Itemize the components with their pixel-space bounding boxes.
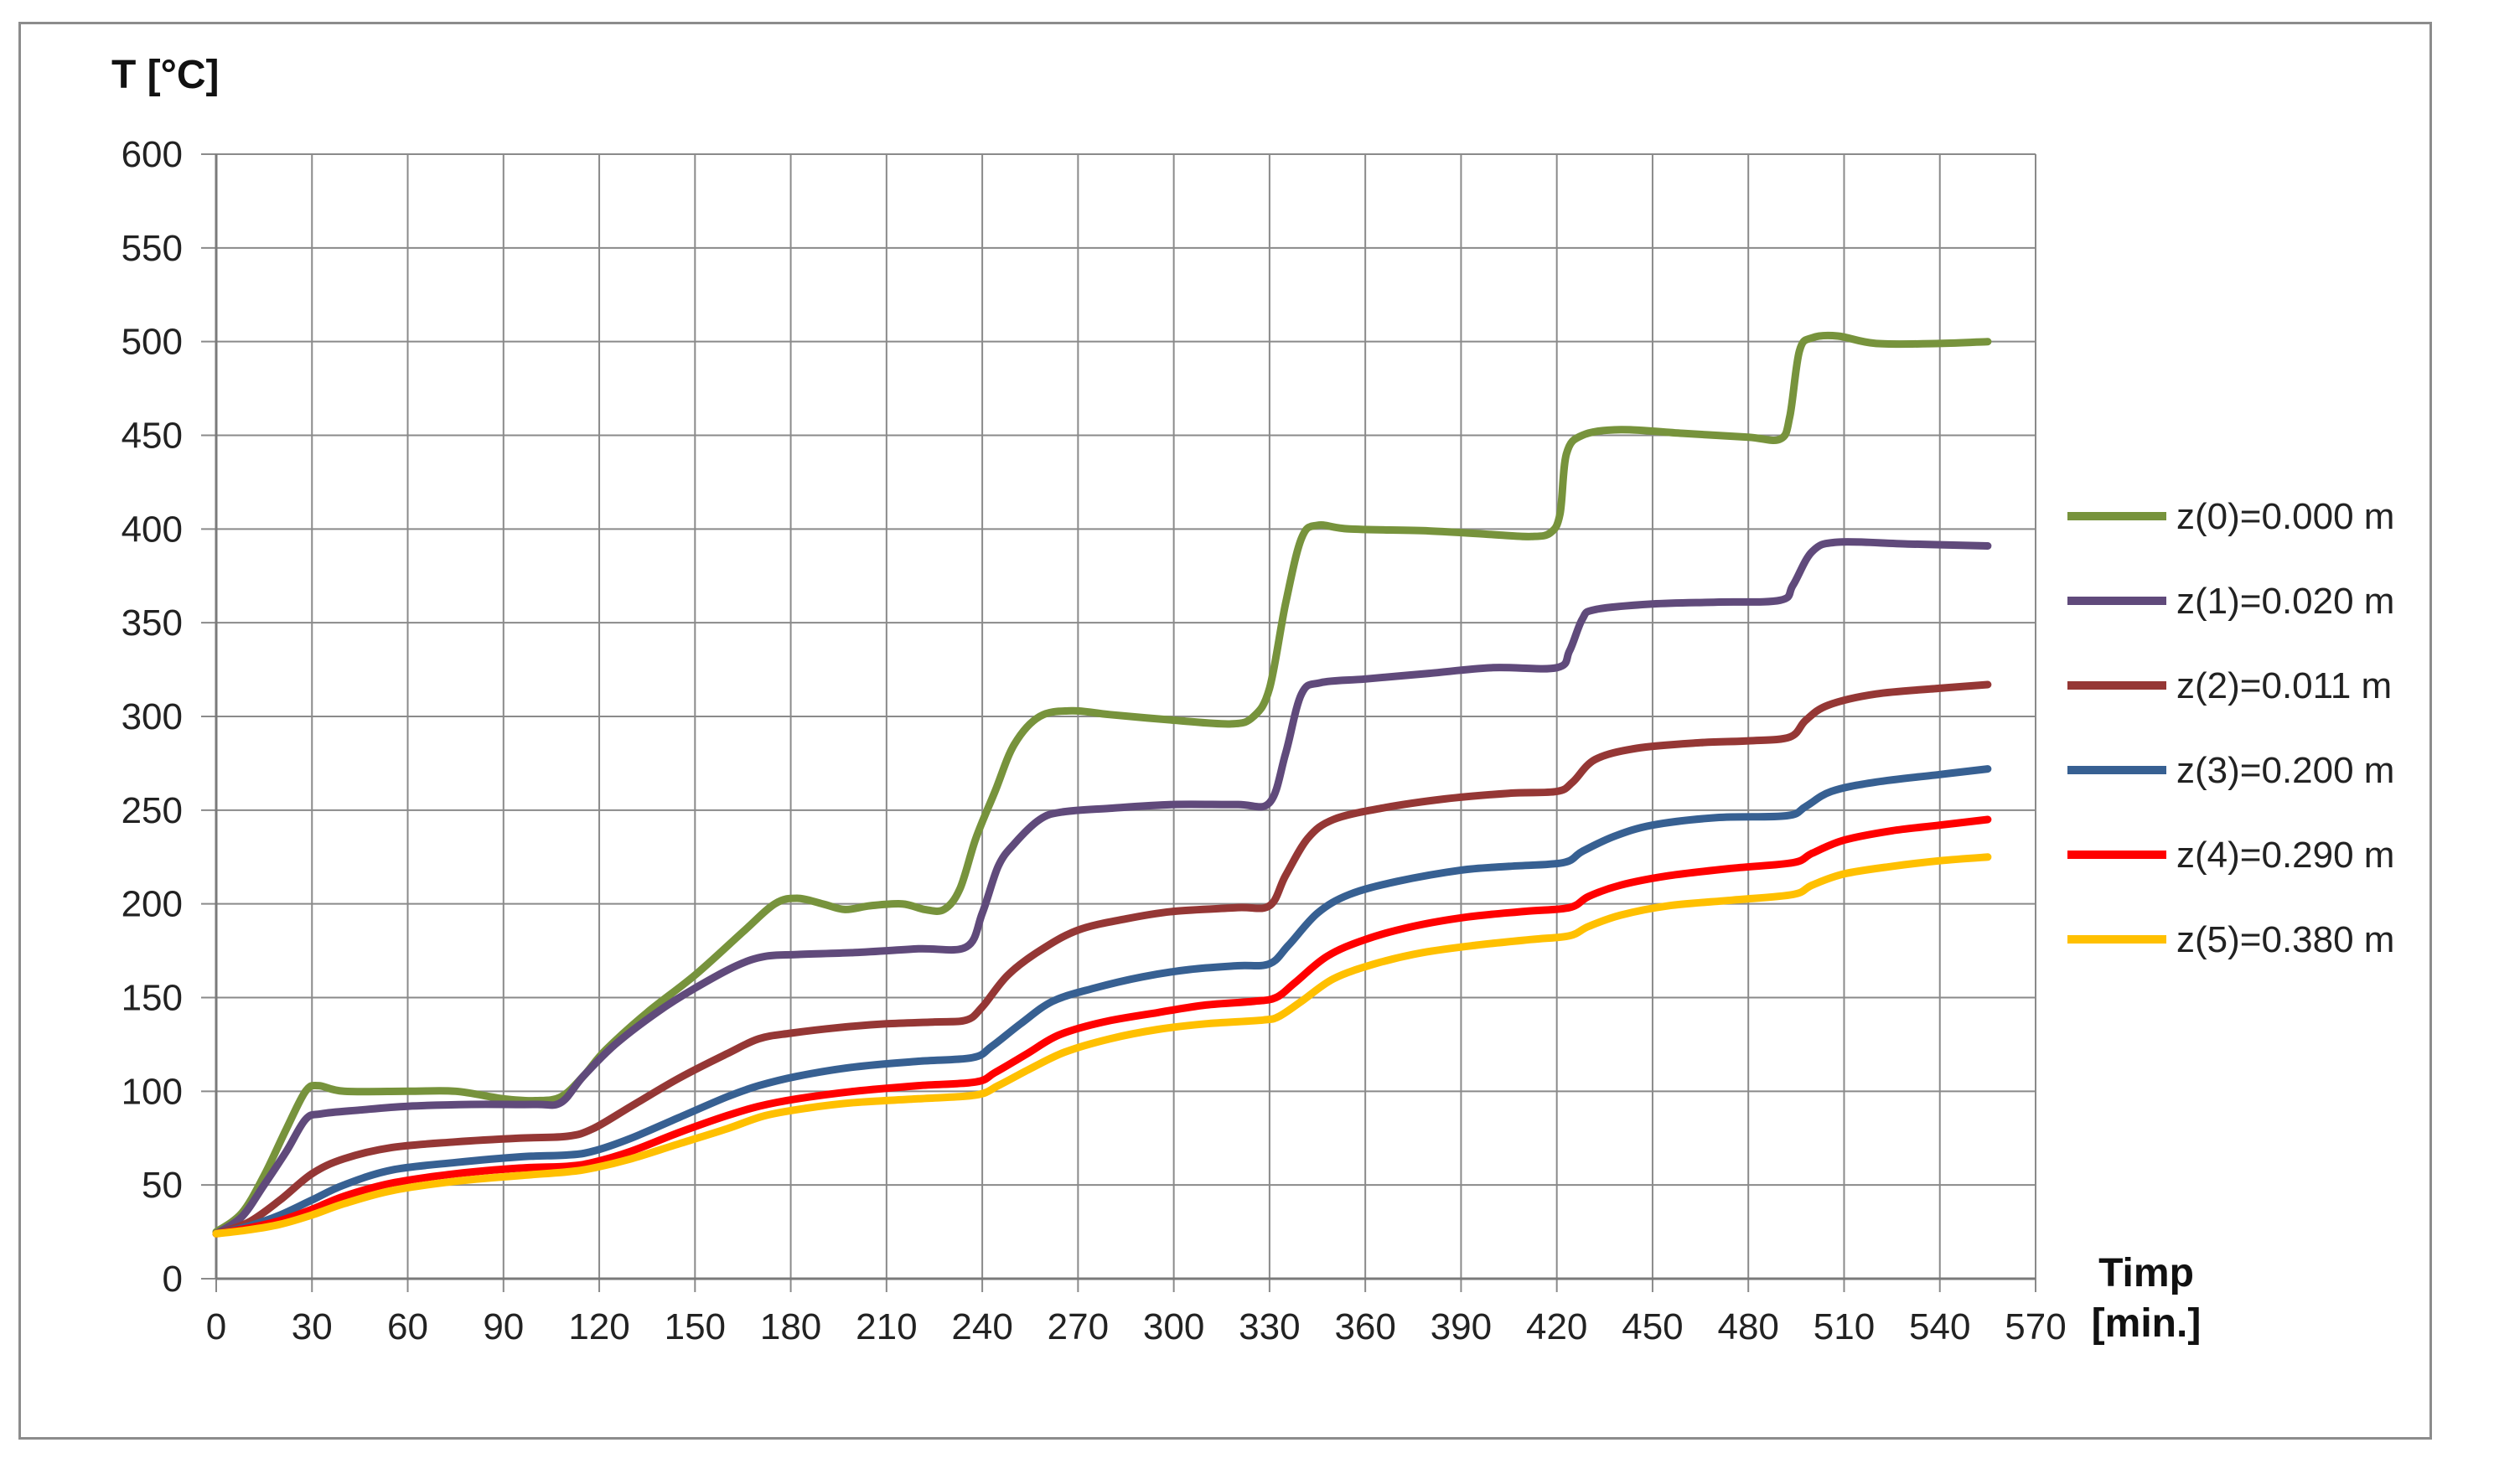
x-tick-label: 570 [2005,1306,2066,1347]
x-tick-label: 240 [951,1306,1012,1347]
x-tick-label: 450 [1622,1306,1683,1347]
legend-label-4: z(4)=0.290 m [2176,835,2394,876]
x-tick-label: 60 [387,1306,428,1347]
y-tick-label: 450 [122,416,183,457]
x-tick-label: 150 [665,1306,726,1347]
x-tick-labels: 0 30 60 90 120 150 180 210 240 270 300 330 360 390 420… [206,1306,2067,1347]
y-tick-label: 500 [122,322,183,363]
y-tick-label: 200 [122,884,183,925]
legend-label-0: z(0)=0.000 m [2176,496,2394,537]
x-tick-label: 390 [1431,1306,1492,1347]
y-tick-label: 400 [122,509,183,550]
x-tick-label: 210 [856,1306,917,1347]
y-tick-label: 550 [122,228,183,269]
x-tick-label: 330 [1239,1306,1300,1347]
series-line-4 [212,815,1992,1238]
y-tick-label: 0 [163,1259,183,1300]
y-tick-label: 100 [122,1071,183,1112]
legend-label-2: z(2)=0.011 m [2176,665,2392,706]
series-line-3 [212,765,1992,1238]
y-tick-label: 250 [122,790,183,831]
legend-label-1: z(1)=0.020 m [2176,581,2394,622]
x-tick-label: 360 [1334,1306,1395,1347]
series-line-0 [212,331,1992,1236]
x-tick-label: 90 [483,1306,524,1347]
y-tick-label: 150 [122,978,183,1019]
x-tick-label: 30 [292,1306,333,1347]
series-line-5 [212,853,1992,1238]
x-tick-label: 540 [1909,1306,1970,1347]
legend-label-3: z(3)=0.200 m [2176,750,2394,791]
series-lines [212,331,1992,1238]
y-tick-label: 600 [122,134,183,175]
grid-lines [201,153,2036,1292]
legend-label-5: z(5)=0.380 m [2176,919,2394,960]
y-tick-label: 300 [122,696,183,737]
legend: z(0)=0.000 m z(1)=0.020 m z(2)=0.011 m z(3)… [2067,496,2394,960]
x-axis-title-line1: Timp [2098,1251,2194,1295]
x-axis-title-line2: [min.] [2092,1301,2202,1346]
line-chart: 0 30 60 90 120 150 180 210 240 270 300 330 360 390 420… [111,53,2394,1347]
chart-frame: 0 30 60 90 120 150 180 210 240 270 300 330 360 390 420… [18,22,2432,1440]
x-tick-label: 0 [206,1306,226,1347]
x-tick-label: 480 [1717,1306,1778,1347]
x-tick-label: 180 [760,1306,821,1347]
series-line-1 [212,538,1992,1238]
x-tick-label: 510 [1814,1306,1875,1347]
series-line-2 [212,680,1992,1238]
x-tick-label: 270 [1048,1306,1109,1347]
y-tick-label: 350 [122,602,183,644]
x-tick-label: 120 [568,1306,629,1347]
x-tick-label: 300 [1143,1306,1204,1347]
y-tick-label: 50 [142,1165,183,1206]
y-axis-title: T [°C] [111,53,219,97]
y-tick-labels: 0 50 100 150 200 250 300 350 400 450 500 550 600 [122,134,183,1300]
x-tick-label: 420 [1526,1306,1587,1347]
